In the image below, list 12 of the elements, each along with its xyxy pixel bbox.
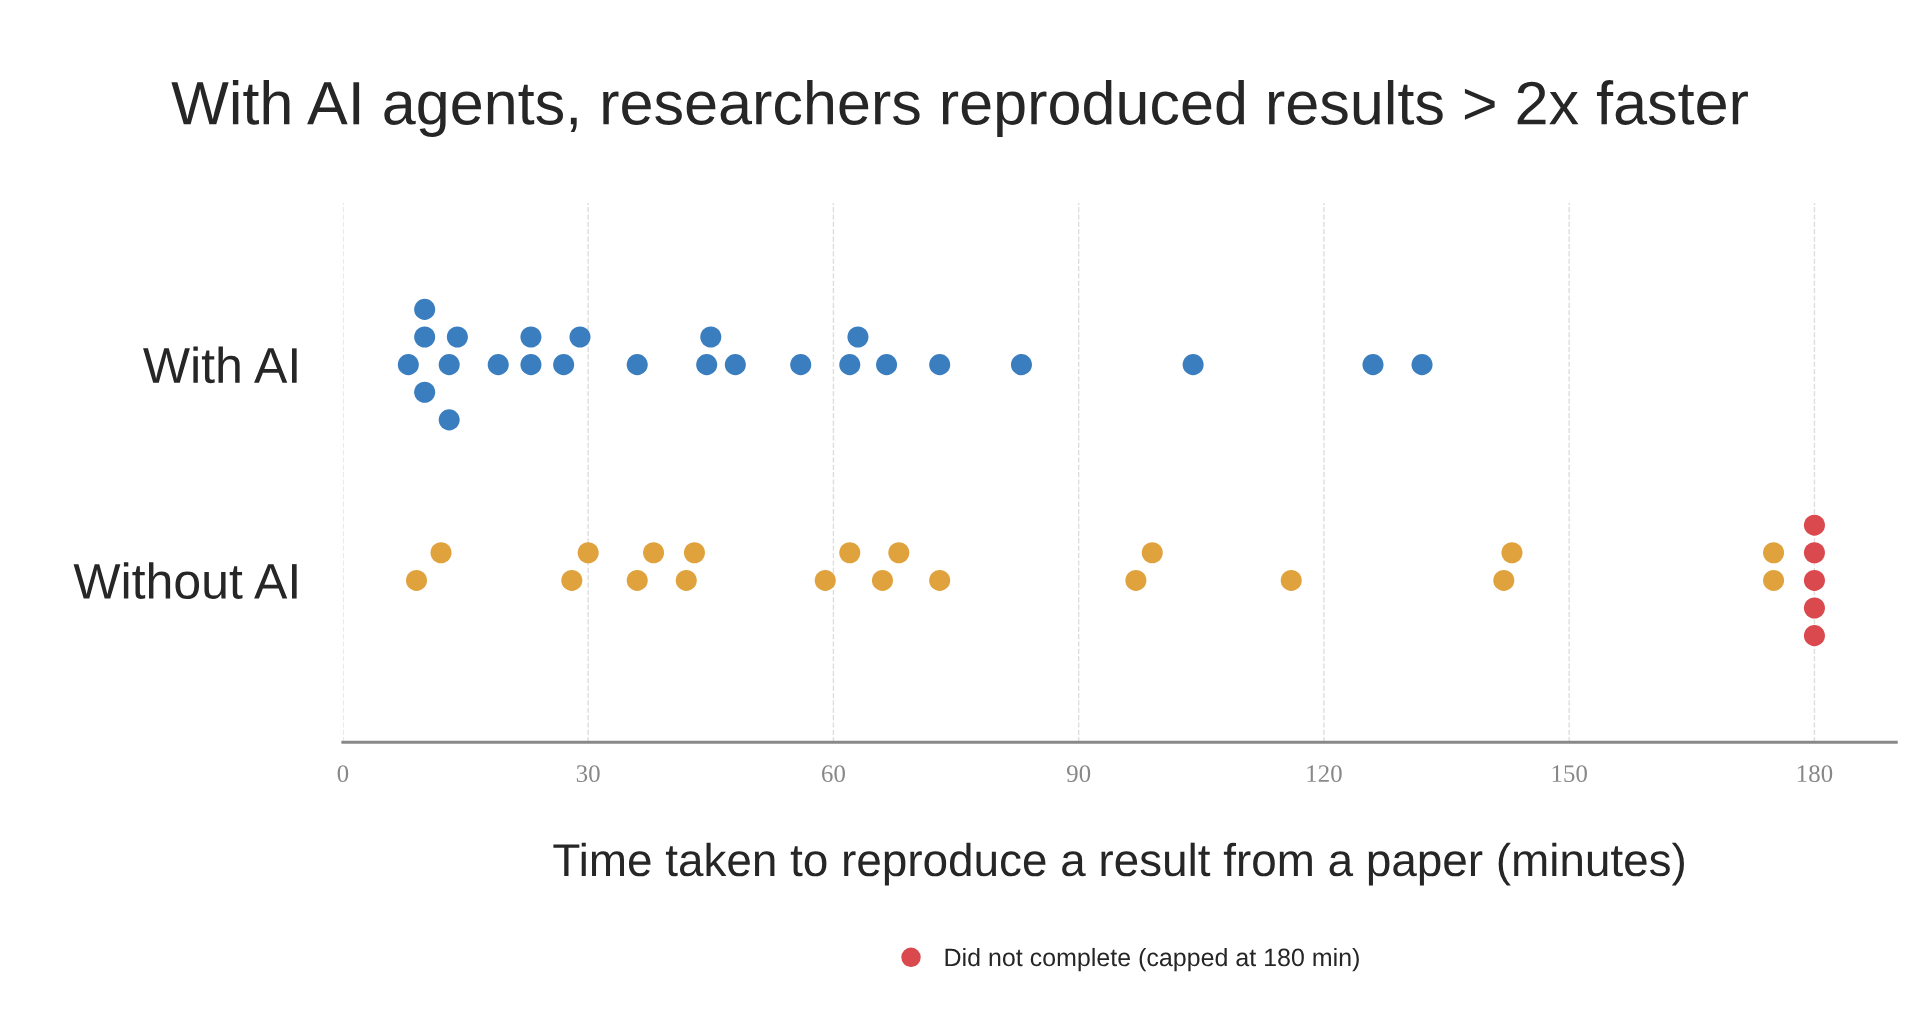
x-tick-label: 180: [1797, 765, 1833, 783]
x-axis-title: Time taken to reproduce a result from a paper (minutes): [553, 842, 1684, 886]
y-tick-label: With AI: [143, 346, 297, 384]
y-tick-label: Without AI: [73, 562, 297, 600]
legend-label: Did not complete (capped at 180 min): [945, 947, 1359, 972]
x-tick-label: 150: [1552, 765, 1587, 783]
x-tick-label: 90: [1066, 765, 1091, 783]
x-tick-label: 60: [822, 765, 845, 783]
x-tick-label: 0: [337, 765, 349, 783]
chart-title: With AI agents, researchers reproduced results > 2x faster: [171, 80, 1748, 137]
x-tick-label: 30: [576, 765, 600, 783]
x-tick-label: 120: [1307, 765, 1342, 783]
